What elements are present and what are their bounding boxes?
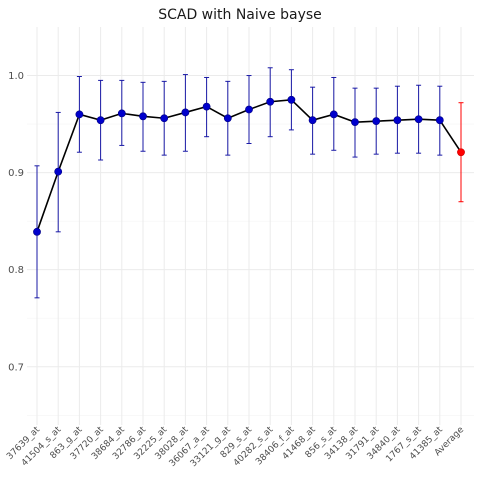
x-axis-ticks: 37639_at41504_s_at863_g_at37720_at38684_… (5, 425, 466, 469)
average-point (457, 148, 465, 157)
y-tick-label: 0.9 (8, 168, 24, 179)
data-point (266, 97, 275, 106)
data-point (202, 102, 211, 111)
data-point (435, 116, 444, 125)
data-point (329, 110, 338, 119)
data-point (372, 117, 381, 126)
data-point (75, 110, 84, 119)
data-point (414, 115, 423, 124)
grid-layer (27, 27, 474, 425)
data-points (33, 95, 465, 236)
data-point (160, 114, 169, 123)
data-point (181, 108, 190, 117)
data-point (351, 118, 359, 127)
data-point (33, 227, 41, 236)
chart-title: SCAD with Naive bayse (158, 7, 322, 23)
data-point (308, 116, 317, 125)
data-point (54, 167, 63, 176)
y-tick-label: 0.8 (8, 265, 24, 276)
data-point (223, 114, 232, 123)
data-point (287, 95, 296, 104)
data-point (245, 105, 253, 114)
y-tick-label: 0.7 (8, 362, 24, 373)
data-point (96, 116, 105, 125)
data-point (117, 109, 126, 118)
y-axis-ticks: 0.7 0.8 0.9 1.0 (8, 71, 24, 373)
data-point (393, 116, 402, 125)
y-tick-label: 1.0 (8, 71, 24, 82)
data-point (139, 112, 147, 121)
